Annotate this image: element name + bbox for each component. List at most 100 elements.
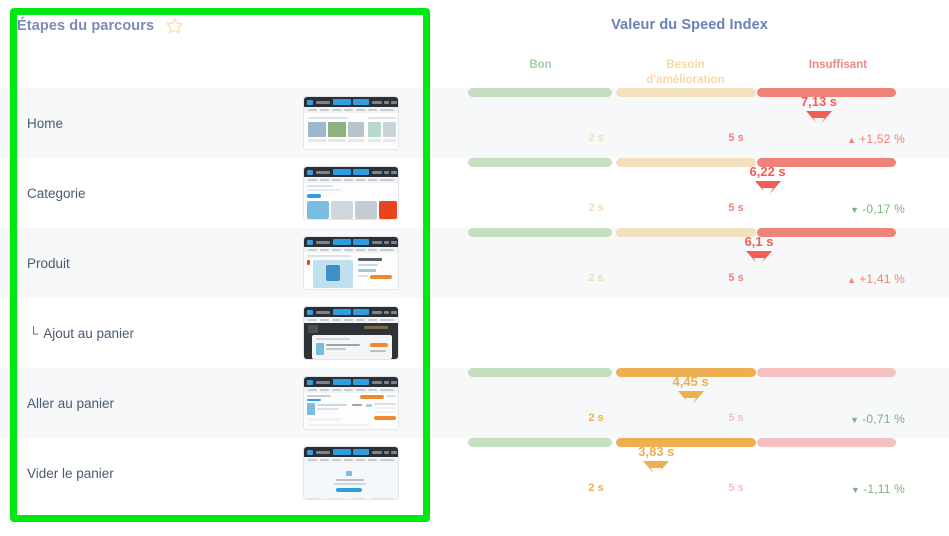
gauge-value-label: 6,22 s — [749, 164, 786, 179]
header-left-cell: Étapes du parcours — [0, 0, 430, 88]
legend-line-2: d'amélioration — [646, 74, 725, 86]
legend: Bon Besoin d'amélioration Insuffisant — [468, 58, 918, 88]
step-label: Aller au panier — [27, 395, 115, 411]
thumb-navbar — [304, 447, 398, 457]
speed-index-gauge: 2 s 5 s 6,1 s ▲ +1,41 % — [430, 228, 949, 298]
gauge-tick-high: 5 s — [728, 202, 744, 214]
delta-badge: ▲ +1,52 % — [847, 132, 905, 146]
delta-badge: ▼ -1,11 % — [851, 482, 905, 496]
table-row[interactable]: Aller au panier 2 s 5 s 4,45 s ▼ -0,71 % — [0, 368, 949, 438]
gauge-marker-notch — [685, 398, 697, 408]
thumb-navbar — [304, 237, 398, 247]
delta-badge: ▼ -0,17 % — [850, 202, 905, 216]
gauge-tick-low: 2 s — [588, 202, 604, 214]
thumb-navbar — [304, 307, 398, 317]
arrow-up-icon: ▲ — [847, 275, 857, 285]
thumb-subnav — [304, 457, 398, 463]
arrow-up-icon: ▲ — [847, 135, 857, 145]
step-cell: Produit — [0, 228, 430, 298]
thumb-navbar — [304, 377, 398, 387]
delta-value: +1,52 % — [859, 132, 905, 146]
gauge-segment-good — [468, 88, 612, 97]
gauge-segment-poor — [757, 228, 896, 237]
add-to-cart-modal-thumbnail[interactable] — [303, 306, 399, 360]
step-label: Vider le panier — [27, 465, 114, 481]
gauge-cell — [430, 298, 949, 368]
legend-item-needs-improvement: Besoin d'amélioration — [613, 58, 758, 88]
gauge-value-label: 6,1 s — [744, 234, 774, 249]
panel-title-group: Étapes du parcours — [17, 16, 184, 35]
gauge-value-label: 4,45 s — [672, 374, 709, 389]
gauge-cell: 2 s 5 s 7,13 s ▲ +1,52 % — [430, 88, 949, 158]
page-title: Étapes du parcours — [17, 17, 155, 34]
table-row[interactable]: Vider le panier 2 s 5 s 3,83 s ▼ -1,11 % — [0, 438, 949, 508]
gauge-segment-improve — [616, 368, 756, 377]
header-right-cell: Valeur du Speed Index Bon Besoin d'améli… — [430, 0, 949, 88]
gauge-marker-notch — [753, 258, 765, 268]
thumb-navbar — [304, 97, 398, 107]
gauge-cell: 2 s 5 s 4,45 s ▼ -0,71 % — [430, 368, 949, 438]
thumb-subnav — [304, 387, 398, 393]
table-row[interactable]: Home 2 s 5 s 7,13 s ▲ +1,52 % — [0, 88, 949, 158]
arrow-down-icon: ▼ — [850, 415, 860, 425]
table-row[interactable]: └ Ajout au panier — [0, 298, 949, 368]
thumb-subnav — [304, 247, 398, 253]
gauge-segment-improve — [616, 228, 756, 237]
gauge-segment-improve — [616, 88, 756, 97]
gauge-marker-notch — [813, 118, 825, 128]
home-page-thumbnail[interactable] — [303, 96, 399, 150]
gauge-segment-improve — [616, 158, 756, 167]
category-page-thumbnail[interactable] — [303, 166, 399, 220]
speed-index-gauge: 2 s 5 s 3,83 s ▼ -1,11 % — [430, 438, 949, 508]
gauge-tick-low: 2 s — [588, 412, 604, 424]
gauge-value-label: 7,13 s — [800, 94, 838, 109]
delta-value: -0,71 % — [862, 412, 905, 426]
speed-index-gauge: 2 s 5 s 6,22 s ▼ -0,17 % — [430, 158, 949, 228]
thumb-subnav — [304, 107, 398, 113]
step-cell: Aller au panier — [0, 368, 430, 438]
cart-page-thumbnail[interactable] — [303, 376, 399, 430]
gauge-segment-good — [468, 368, 612, 377]
step-label-text: Ajout au panier — [43, 325, 135, 341]
delta-badge: ▲ +1,41 % — [847, 272, 905, 286]
step-label: Categorie — [27, 185, 86, 201]
step-label: Home — [27, 115, 64, 131]
step-label: └ Ajout au panier — [29, 326, 303, 341]
delta-value: +1,41 % — [859, 272, 905, 286]
gauge-tick-low: 2 s — [588, 482, 604, 494]
gauge-cell: 2 s 5 s 6,22 s ▼ -0,17 % — [430, 158, 949, 228]
step-cell: └ Ajout au panier — [0, 298, 430, 368]
gauge-segment-poor — [757, 158, 896, 167]
gauge-segment-good — [468, 438, 612, 447]
gauge-cell: 2 s 5 s 6,1 s ▲ +1,41 % — [430, 228, 949, 298]
speed-index-gauge: 2 s 5 s 4,45 s ▼ -0,71 % — [430, 368, 949, 438]
empty-cart-page-thumbnail[interactable] — [303, 446, 399, 500]
metric-title: Valeur du Speed Index — [611, 17, 768, 33]
gauge-segment-poor — [757, 438, 896, 447]
gauge-marker-notch — [650, 468, 662, 478]
table-row[interactable]: Produit 2 s 5 s 6,1 s ▲ +1,41 % — [0, 228, 949, 298]
delta-value: -1,11 % — [863, 482, 905, 496]
gauge-segment-good — [468, 228, 612, 237]
gauge-tick-low: 2 s — [588, 272, 604, 284]
step-cell: Categorie — [0, 158, 430, 228]
star-outline-icon[interactable] — [165, 16, 184, 35]
step-label: Produit — [27, 255, 70, 271]
tree-branch-icon: └ — [29, 325, 39, 341]
table-row[interactable]: Categorie 2 s 5 s 6,22 s ▼ -0,17 % — [0, 158, 949, 228]
thumb-subnav — [304, 317, 398, 323]
table-header-row: Étapes du parcours Valeur du Speed Index… — [0, 0, 949, 88]
step-cell: Vider le panier — [0, 438, 430, 508]
legend-item-poor: Insuffisant — [808, 59, 868, 71]
delta-value: -0,17 % — [862, 202, 905, 216]
gauge-tick-high: 5 s — [728, 132, 744, 144]
arrow-down-icon: ▼ — [850, 205, 860, 215]
speed-index-gauge: 2 s 5 s 7,13 s ▲ +1,52 % — [430, 88, 949, 158]
gauge-segment-improve — [616, 438, 756, 447]
product-page-thumbnail[interactable] — [303, 236, 399, 290]
gauge-marker-notch — [762, 188, 774, 198]
gauge-tick-high: 5 s — [728, 482, 744, 494]
